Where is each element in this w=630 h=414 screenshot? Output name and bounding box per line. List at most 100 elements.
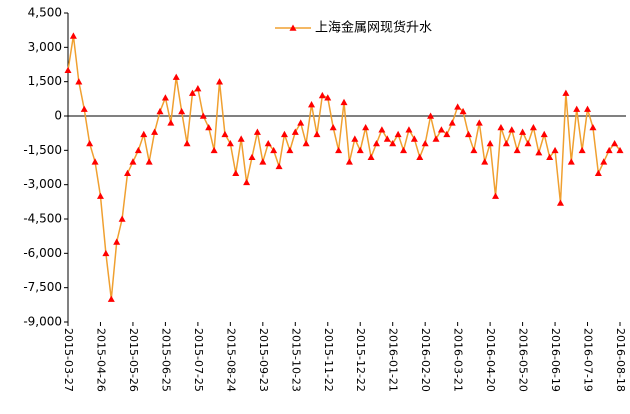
marker [611,139,619,147]
marker [605,146,613,154]
x-tick-label: 2016-01-21 [387,328,400,392]
marker [362,123,370,131]
x-tick-label: 2015-07-25 [192,328,205,392]
marker [248,153,256,160]
marker [492,192,500,199]
marker [459,107,467,115]
series-line [67,35,621,300]
legend-marker [289,24,297,31]
marker [264,139,272,147]
y-tick-label: -6,000 [23,246,62,260]
marker [340,98,348,106]
marker [508,126,516,133]
x-tick-label: 2015-10-23 [289,328,302,392]
marker [389,139,397,147]
marker [124,169,132,177]
marker [324,94,332,101]
marker [464,130,472,138]
marker [551,146,559,154]
marker [475,119,483,126]
marker [410,135,418,142]
x-tick-label: 2016-05-20 [517,328,530,392]
marker [383,135,391,142]
marker [497,123,505,131]
marker [297,119,305,126]
marker [308,101,316,108]
marker [107,295,115,302]
marker [481,158,489,165]
marker [102,249,110,257]
x-tick-label: 2016-02-20 [419,328,432,392]
marker [356,146,364,154]
marker [421,139,429,147]
marker [427,112,435,119]
marker [405,126,413,133]
x-tick-label: 2016-04-20 [484,328,497,392]
marker [519,128,527,135]
x-tick-label: 2016-07-19 [582,328,595,392]
marker [486,139,494,147]
marker [188,89,196,96]
x-tick-label: 2015-06-25 [159,328,172,392]
marker [226,139,234,147]
marker [367,153,375,160]
marker [584,105,592,112]
x-tick-label: 2015-11-22 [322,328,335,392]
marker [199,112,207,119]
marker [335,146,343,154]
marker [616,146,624,154]
y-tick-label: -1,500 [23,143,62,157]
y-tick-label: 3,000 [28,40,62,54]
marker [432,135,440,142]
marker [562,89,570,96]
marker [172,73,180,80]
marker [578,146,586,154]
marker [291,128,299,135]
y-tick-label: -3,000 [23,177,62,191]
marker [600,158,608,165]
marker [378,126,386,133]
marker [513,146,521,154]
marker [275,162,283,170]
marker [524,139,532,147]
marker [443,130,451,138]
marker [270,146,278,154]
y-tick-label: 0 [54,109,62,123]
legend-label: 上海金属网现货升水 [315,20,432,36]
marker [210,146,218,154]
marker [556,199,564,206]
x-tick-label: 2015-03-27 [62,328,75,392]
marker [329,123,337,131]
x-tick-label: 2016-06-19 [549,328,562,392]
marker [178,107,186,115]
marker [448,119,456,126]
marker [237,135,245,142]
marker [243,178,251,186]
marker [194,85,202,92]
y-tick-label: -4,500 [23,212,62,226]
marker [113,238,121,245]
marker [80,105,88,112]
marker [145,158,153,165]
marker [394,130,402,138]
marker [546,153,554,160]
marker [140,130,148,138]
marker [183,139,191,147]
marker [64,66,72,74]
x-tick-label: 2015-08-24 [224,328,237,392]
marker [313,130,321,138]
x-tick-label: 2015-12-22 [354,328,367,392]
marker [567,158,575,165]
x-tick-label: 2016-03-21 [452,328,465,392]
marker [69,32,77,39]
marker [540,130,548,138]
marker [470,146,478,154]
marker [573,105,581,112]
marker [151,128,159,135]
marker [535,149,543,156]
marker [437,126,445,133]
y-tick-label: 4,500 [28,6,62,20]
marker [91,158,99,165]
marker [372,139,380,147]
